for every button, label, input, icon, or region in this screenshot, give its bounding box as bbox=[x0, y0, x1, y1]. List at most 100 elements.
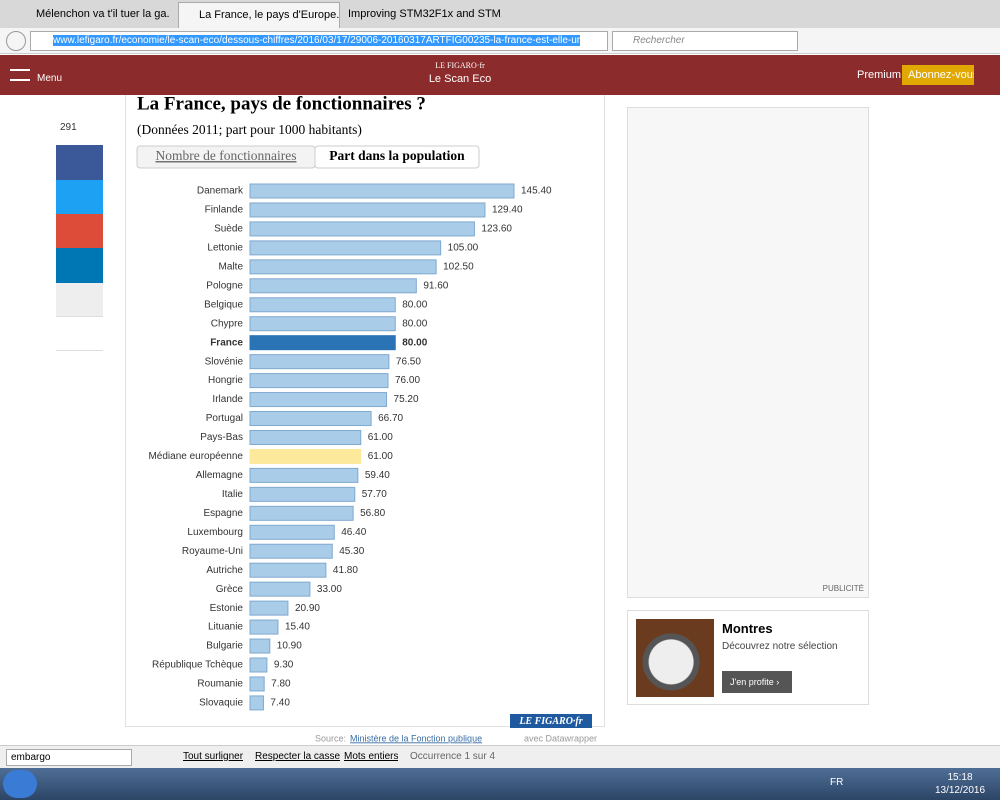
tab[interactable]: La France, le pays d'Europe... bbox=[178, 2, 340, 28]
value-label: 33.00 bbox=[317, 584, 342, 595]
bar bbox=[249, 259, 437, 275]
promo-image[interactable] bbox=[636, 619, 714, 697]
value-label: 123.60 bbox=[481, 224, 512, 235]
category-label: Hongrie bbox=[208, 375, 243, 386]
ad-label: PUBLICITÉ bbox=[822, 584, 864, 593]
bar bbox=[249, 297, 396, 313]
value-label: 57.70 bbox=[362, 489, 387, 500]
clock-date[interactable]: 13/12/2016 bbox=[934, 785, 986, 796]
search-box[interactable]: Rechercher bbox=[612, 31, 798, 51]
promo-title[interactable]: Montres bbox=[722, 621, 773, 636]
bar bbox=[249, 486, 356, 502]
chart: La France, pays de fonctionnaires ? (Don… bbox=[136, 95, 597, 743]
source-suffix: avec Datawrapper bbox=[524, 733, 597, 743]
category-label: France bbox=[210, 337, 243, 348]
back-button[interactable] bbox=[6, 31, 26, 51]
bar bbox=[249, 657, 268, 673]
value-label: 10.90 bbox=[277, 641, 302, 652]
category-label: Bulgarie bbox=[206, 641, 243, 652]
bar bbox=[249, 429, 362, 445]
print-button[interactable] bbox=[56, 317, 103, 351]
start-button[interactable] bbox=[3, 770, 37, 798]
bar bbox=[249, 524, 335, 540]
twitter-share[interactable] bbox=[56, 180, 103, 214]
menu-label[interactable]: Menu bbox=[37, 73, 63, 84]
google-share[interactable] bbox=[56, 214, 103, 248]
facebook-share[interactable] bbox=[56, 145, 103, 180]
bar bbox=[249, 467, 359, 483]
url-bar[interactable]: www.lefigaro.fr/economie/le-scan-eco/des… bbox=[30, 31, 608, 51]
category-label: République Tchèque bbox=[152, 660, 243, 671]
category-label: Roumanie bbox=[197, 679, 243, 690]
value-label: 46.40 bbox=[341, 527, 366, 538]
bar bbox=[249, 373, 389, 389]
taskbar: FR 15:18 13/12/2016 bbox=[0, 768, 1000, 800]
bar bbox=[249, 335, 396, 351]
value-label: 129.40 bbox=[492, 205, 523, 216]
chart-logo-bg bbox=[510, 714, 592, 728]
promo-button[interactable]: J'en profite › bbox=[722, 671, 792, 693]
subscribe-button[interactable]: Abonnez-vous bbox=[902, 65, 974, 85]
find-option[interactable]: Mots entiers bbox=[344, 751, 399, 762]
bar bbox=[249, 581, 311, 597]
category-label: Suède bbox=[214, 224, 243, 235]
source-link[interactable]: Ministère de la Fonction publique bbox=[350, 733, 482, 743]
category-label: Lituanie bbox=[208, 622, 243, 633]
bar bbox=[249, 392, 388, 408]
category-label: Luxembourg bbox=[187, 527, 243, 538]
value-label: 105.00 bbox=[448, 243, 479, 254]
tab-label[interactable]: Nombre de fonctionnaires bbox=[156, 148, 297, 163]
value-label: 80.00 bbox=[402, 299, 427, 310]
ad-box: PUBLICITÉ bbox=[627, 107, 869, 598]
mail-share[interactable] bbox=[56, 283, 103, 317]
value-label: 7.40 bbox=[270, 698, 290, 709]
category-label: Portugal bbox=[206, 413, 243, 424]
site-header: Menu LE FIGARO·fr Le Scan Eco Premium Ab… bbox=[0, 55, 1000, 95]
tab-label[interactable]: Part dans la population bbox=[329, 148, 465, 163]
find-option[interactable]: Respecter la casse bbox=[255, 751, 341, 762]
tab[interactable]: Mélenchon va t'il tuer la ga... bbox=[36, 8, 170, 20]
find-status: Occurrence 1 sur 4 bbox=[410, 751, 496, 762]
bar bbox=[249, 183, 515, 199]
value-label: 61.00 bbox=[368, 432, 393, 443]
bar bbox=[249, 221, 475, 237]
category-label: Irlande bbox=[212, 394, 243, 405]
bar bbox=[249, 278, 417, 294]
category-label: Slovénie bbox=[205, 356, 244, 367]
category-label: Pays-Bas bbox=[200, 432, 243, 443]
value-label: 91.60 bbox=[423, 280, 448, 291]
bar bbox=[249, 354, 390, 370]
comment-count[interactable]: 291 bbox=[60, 122, 77, 133]
value-label: 56.80 bbox=[360, 508, 385, 519]
bar bbox=[249, 562, 327, 578]
value-label: 15.40 bbox=[285, 622, 310, 633]
value-label: 9.30 bbox=[274, 660, 294, 671]
bar bbox=[249, 505, 354, 521]
clock-time[interactable]: 15:18 bbox=[947, 772, 973, 783]
value-label: 75.20 bbox=[394, 394, 419, 405]
category-label: Royaume-Uni bbox=[182, 546, 243, 557]
category-label: Danemark bbox=[197, 186, 244, 197]
bar bbox=[249, 600, 289, 616]
tab-button[interactable] bbox=[314, 145, 480, 169]
category-label: Lettonie bbox=[207, 243, 243, 254]
find-input[interactable]: embargo bbox=[6, 749, 132, 766]
bar bbox=[249, 676, 265, 692]
premium-link[interactable]: Premium bbox=[857, 69, 902, 81]
language[interactable]: FR bbox=[830, 777, 844, 788]
top-button[interactable] bbox=[56, 351, 103, 385]
logo-bottom[interactable]: Le Scan Eco bbox=[428, 73, 492, 85]
category-label: Chypre bbox=[211, 318, 244, 329]
linkedin-share[interactable] bbox=[56, 248, 103, 283]
nav-bar: www.lefigaro.fr/economie/le-scan-eco/des… bbox=[0, 28, 1000, 54]
menu-icon[interactable] bbox=[10, 69, 30, 81]
tab-strip: Mélenchon va t'il tuer la ga... La Franc… bbox=[0, 0, 1000, 28]
bar bbox=[249, 448, 362, 464]
bar bbox=[249, 316, 396, 332]
category-label: Estonie bbox=[210, 603, 244, 614]
tab[interactable]: Improving STM32F1x and STM... bbox=[348, 8, 502, 20]
url: www.lefigaro.fr/economie/le-scan-eco/des… bbox=[53, 35, 581, 46]
find-option[interactable]: Tout surligner bbox=[183, 751, 244, 762]
